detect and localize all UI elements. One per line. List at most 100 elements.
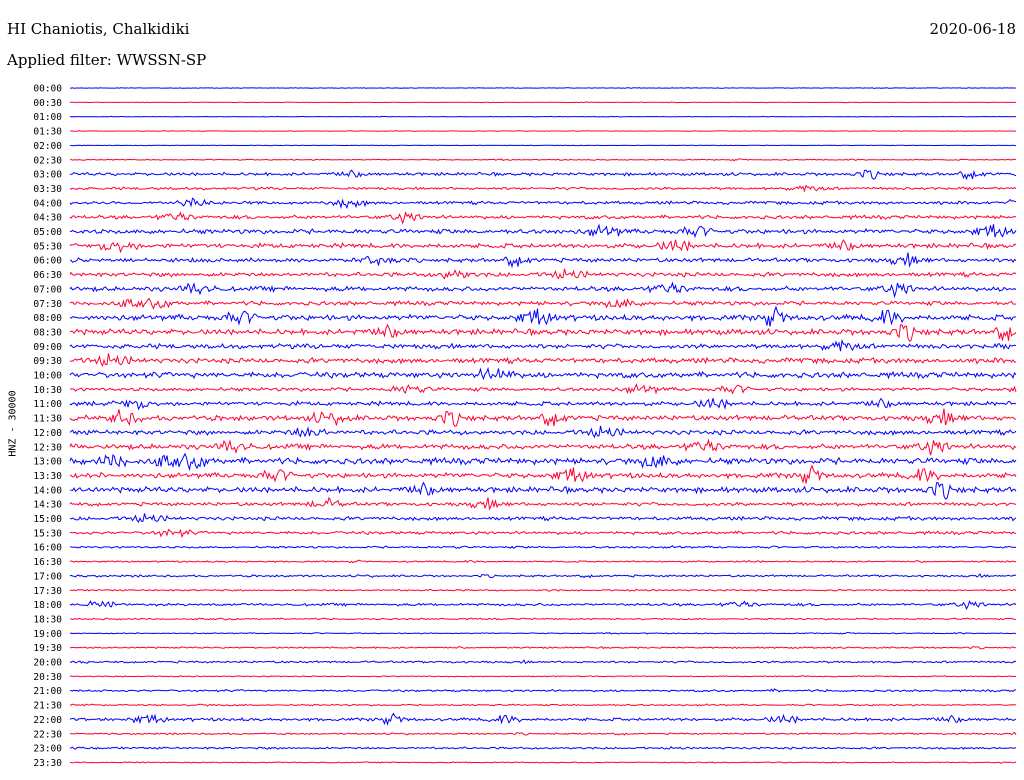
trace-1800 xyxy=(69,600,1017,610)
time-tick-label: 10:00 xyxy=(33,371,62,382)
trace-0300 xyxy=(69,169,1017,181)
trace-0600 xyxy=(69,252,1017,269)
trace-0700 xyxy=(69,281,1017,299)
trace-0630 xyxy=(69,268,1017,280)
time-tick-label: 00:00 xyxy=(33,84,62,95)
trace-1330 xyxy=(70,464,1017,484)
trace-1300 xyxy=(69,452,1017,472)
trace-2200 xyxy=(69,712,1017,727)
time-tick-label: 12:30 xyxy=(33,442,62,453)
trace-2300 xyxy=(69,745,1017,750)
time-tick-label: 04:30 xyxy=(33,213,62,224)
time-tick-label: 16:30 xyxy=(33,557,62,568)
trace-0830 xyxy=(69,323,1017,342)
trace-1100 xyxy=(69,397,1017,411)
time-tick-label: 12:00 xyxy=(33,428,62,439)
trace-1730 xyxy=(70,588,1017,592)
time-tick-label: 07:30 xyxy=(33,299,62,310)
trace-0200 xyxy=(69,144,1017,147)
trace-1900 xyxy=(69,631,1017,635)
trace-0030 xyxy=(69,101,1017,104)
time-tick-label: 07:00 xyxy=(33,284,62,295)
time-tick-label: 22:30 xyxy=(33,729,62,740)
trace-1000 xyxy=(69,366,1017,381)
time-tick-label: 13:30 xyxy=(33,471,62,482)
trace-1700 xyxy=(69,573,1017,579)
time-tick-label: 14:30 xyxy=(33,500,62,511)
time-tick-label: 19:30 xyxy=(33,643,62,654)
trace-0930 xyxy=(69,353,1017,367)
trace-1500 xyxy=(69,513,1017,523)
trace-1600 xyxy=(69,545,1017,549)
trace-1130 xyxy=(69,408,1017,428)
time-tick-label: 20:00 xyxy=(33,658,62,669)
trace-1430 xyxy=(69,496,1017,511)
time-tick-label: 05:00 xyxy=(33,227,62,238)
time-tick-label: 13:00 xyxy=(33,457,62,468)
time-tick-label: 16:00 xyxy=(33,543,62,554)
time-tick-label: 02:30 xyxy=(33,155,62,166)
time-tick-label: 11:30 xyxy=(33,414,62,425)
trace-0330 xyxy=(69,184,1017,193)
time-tick-label: 19:00 xyxy=(33,629,62,640)
trace-0500 xyxy=(70,223,1017,239)
time-tick-label: 09:30 xyxy=(33,356,62,367)
time-tick-label: 05:30 xyxy=(33,241,62,252)
time-tick-label: 20:30 xyxy=(33,672,62,683)
trace-1230 xyxy=(69,438,1017,456)
time-tick-label: 03:00 xyxy=(33,170,62,181)
time-tick-label: 15:00 xyxy=(33,514,62,525)
trace-1630 xyxy=(69,559,1016,564)
trace-0530 xyxy=(69,239,1017,254)
trace-2330 xyxy=(69,761,1016,764)
time-tick-label: 17:00 xyxy=(33,571,62,582)
time-tick-label: 06:00 xyxy=(33,256,62,267)
time-tick-label: 14:00 xyxy=(33,485,62,496)
trace-0400 xyxy=(69,197,1017,210)
trace-2100 xyxy=(69,688,1017,693)
time-tick-label: 03:30 xyxy=(33,184,62,195)
trace-1830 xyxy=(70,617,1017,621)
trace-2030 xyxy=(69,675,1017,678)
time-tick-label: 08:00 xyxy=(33,313,62,324)
time-tick-label: 21:00 xyxy=(33,686,62,697)
time-tick-label: 02:00 xyxy=(33,141,62,152)
trace-2000 xyxy=(69,659,1017,665)
trace-0130 xyxy=(69,130,1017,132)
time-tick-label: 15:30 xyxy=(33,528,62,539)
trace-0800 xyxy=(69,305,1017,327)
trace-0730 xyxy=(69,297,1017,310)
time-tick-label: 08:30 xyxy=(33,327,62,338)
time-tick-label: 09:00 xyxy=(33,342,62,353)
trace-2130 xyxy=(69,703,1017,707)
trace-0100 xyxy=(69,115,1017,118)
trace-1400 xyxy=(69,481,1017,500)
time-tick-label: 22:00 xyxy=(33,715,62,726)
trace-0430 xyxy=(69,210,1017,225)
station-title: HI Chaniotis, Chalkidiki xyxy=(7,20,190,38)
time-tick-label: 18:30 xyxy=(33,614,62,625)
time-tick-label: 00:30 xyxy=(33,98,62,109)
trace-1200 xyxy=(69,425,1017,439)
time-tick-label: 23:30 xyxy=(33,758,62,769)
trace-1030 xyxy=(69,383,1017,395)
trace-1930 xyxy=(69,646,1017,650)
trace-0000 xyxy=(69,87,1017,89)
trace-1530 xyxy=(69,528,1016,539)
time-tick-label: 04:00 xyxy=(33,198,62,209)
time-tick-label: 11:00 xyxy=(33,399,62,410)
time-tick-label: 18:00 xyxy=(33,600,62,611)
time-tick-label: 23:00 xyxy=(33,744,62,755)
trace-2230 xyxy=(70,731,1017,736)
filter-label: Applied filter: WWSSN-SP xyxy=(7,51,207,69)
time-tick-label: 21:30 xyxy=(33,701,62,712)
time-tick-label: 01:00 xyxy=(33,112,62,123)
trace-0230 xyxy=(69,158,1017,162)
record-date: 2020-06-18 xyxy=(929,20,1016,38)
time-tick-label: 01:30 xyxy=(33,127,62,138)
time-tick-label: 10:30 xyxy=(33,385,62,396)
trace-0900 xyxy=(69,338,1017,352)
time-tick-label: 06:30 xyxy=(33,270,62,281)
time-tick-label: 17:30 xyxy=(33,586,62,597)
